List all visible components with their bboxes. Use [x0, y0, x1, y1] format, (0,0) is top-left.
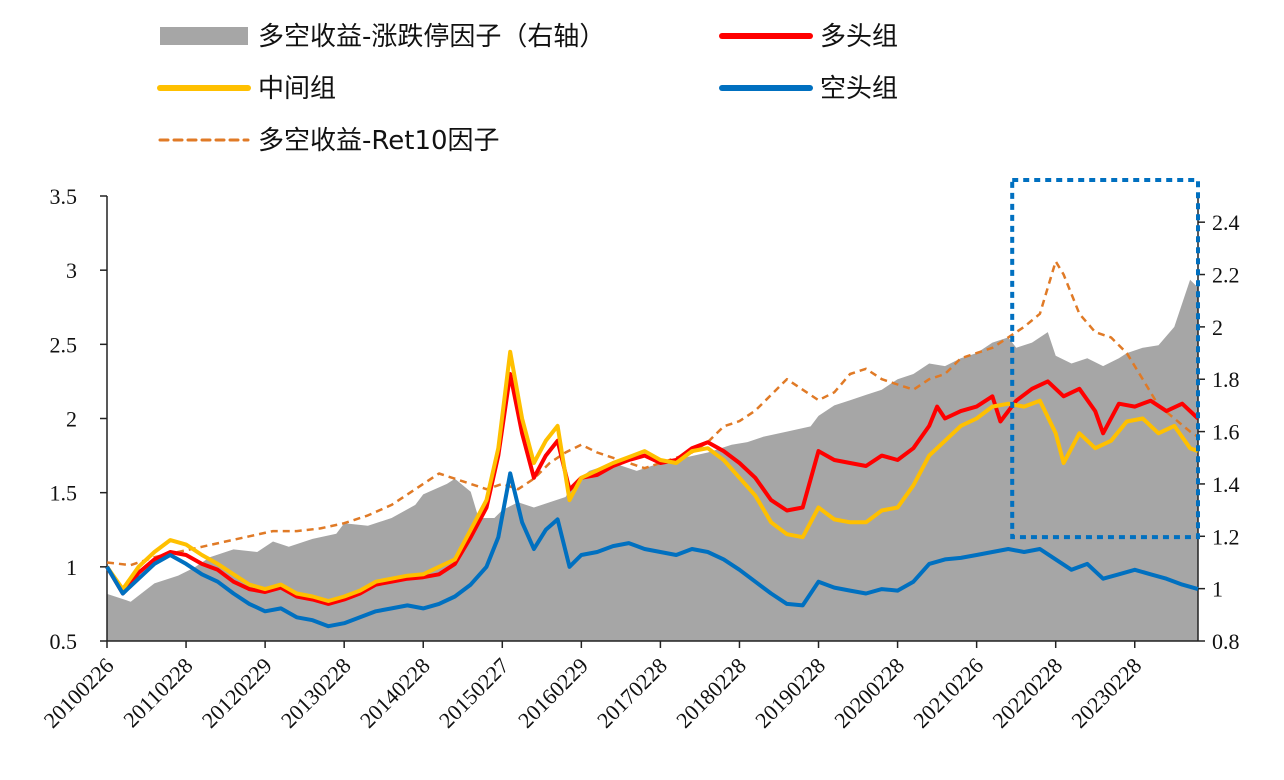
highlight-layer: [1010, 178, 1200, 540]
x-tick-label: 20130228: [276, 653, 356, 733]
legend-label-mid: 中间组: [258, 74, 336, 104]
right-tick-label: 2: [1212, 315, 1223, 340]
area-layer: [107, 279, 1198, 641]
left-tick-label: 1: [66, 555, 77, 580]
x-tick-label: 20100226: [39, 653, 119, 733]
x-tick-label: 20120229: [197, 653, 277, 733]
x-tick-label: 20170228: [592, 653, 672, 733]
left-tick-label: 3: [66, 258, 77, 283]
right-tick-label: 1.4: [1212, 472, 1240, 497]
x-tick-label: 20160229: [513, 653, 593, 733]
x-tick-label: 20140228: [355, 653, 435, 733]
right-tick-label: 1.6: [1212, 420, 1240, 445]
left-tick-label: 0.5: [50, 629, 78, 654]
legend-item-ls_limit: 多空收益-涨跌停因子（右轴）: [160, 22, 605, 52]
legend-swatch-ls_limit: [160, 27, 248, 45]
x-tick-label: 20200228: [829, 653, 909, 733]
legend-item-short: 空头组: [719, 74, 898, 104]
legend-label-short: 空头组: [820, 74, 898, 104]
left-tick-label: 2: [66, 407, 77, 432]
x-tick-label: 20150227: [434, 653, 514, 733]
x-tick-label: 20230228: [1066, 653, 1146, 733]
legend-label-ls_limit: 多空收益-涨跌停因子（右轴）: [258, 22, 605, 52]
right-tick-label: 2.4: [1212, 210, 1240, 235]
series-line-short: [105, 471, 1199, 629]
series-line-mid: [105, 349, 1199, 603]
legend-item-long: 多头组: [719, 22, 898, 52]
series-line-ls_ret10: [106, 260, 1199, 567]
series-area-ls_limit: [107, 279, 1198, 641]
left-tick-label: 3.5: [50, 184, 78, 209]
x-tick-label: 20210226: [908, 653, 988, 733]
legend-label-long: 多头组: [820, 22, 898, 52]
legend-item-mid: 中间组: [157, 74, 336, 104]
legend-label-ls_ret10: 多空收益-Ret10因子: [258, 126, 500, 156]
x-tick-label: 20180228: [671, 653, 751, 733]
left-tick-label: 1.5: [50, 481, 78, 506]
highlight-box: [1010, 178, 1200, 540]
legend-item-ls_ret10: 多空收益-Ret10因子: [158, 126, 500, 156]
x-tick-label: 20110228: [118, 653, 197, 732]
x-tick-label: 20220228: [987, 653, 1067, 733]
right-tick-label: 2.2: [1212, 263, 1240, 288]
right-tick-label: 1.8: [1212, 367, 1240, 392]
left-tick-label: 2.5: [50, 332, 78, 357]
right-tick-label: 1.2: [1212, 524, 1240, 549]
x-tick-label: 20190228: [750, 653, 830, 733]
right-tick-label: 0.8: [1212, 629, 1240, 654]
right-tick-label: 1: [1212, 577, 1223, 602]
